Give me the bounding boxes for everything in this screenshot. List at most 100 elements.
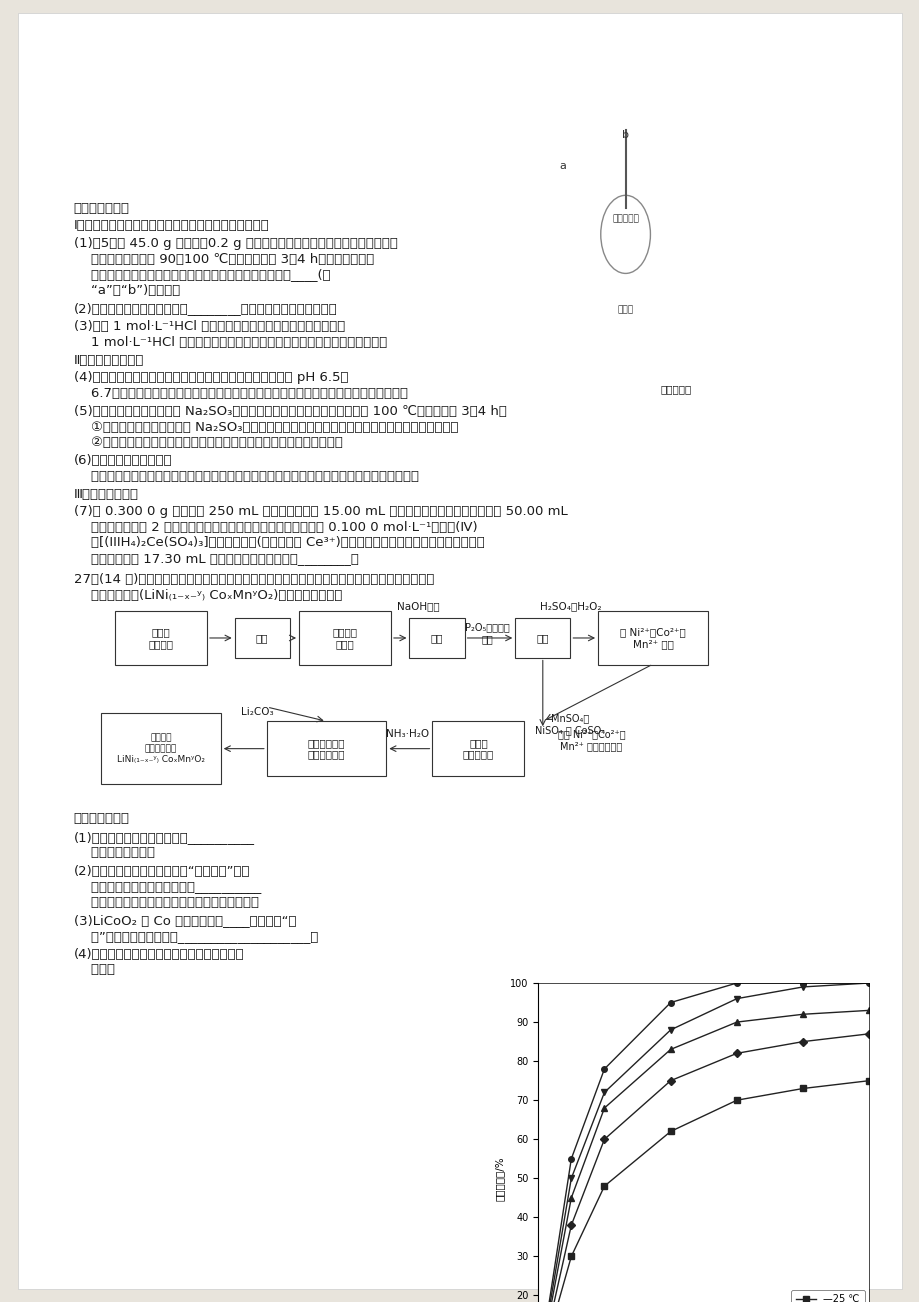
Text: 正极材料
预处理: 正极材料 预处理 (332, 628, 357, 648)
Text: 锔魅锅
三元前驱体: 锔魅锅 三元前驱体 (462, 738, 494, 759)
Text: 回答下列问题：: 回答下列问题： (74, 202, 130, 215)
Text: P₂O₅作范取剂
过滤: P₂O₅作范取剂 过滤 (465, 622, 509, 644)
—85 ℃ (863, 975, 874, 991)
Text: (4)溶液温度和浸游时间对鬨的浸出率影响如图: (4)溶液温度和浸游时间对鬨的浸出率影响如图 (74, 948, 244, 961)
FancyBboxPatch shape (267, 721, 386, 776)
—85 ℃ (731, 975, 742, 991)
Text: 电动搞拌器: 电动搞拌器 (611, 215, 639, 224)
FancyBboxPatch shape (234, 618, 289, 658)
Text: NH₃·H₂O: NH₃·H₂O (386, 729, 428, 740)
Text: 碱浸: 碱浸 (430, 633, 443, 643)
—45 ℃ (863, 1026, 874, 1042)
Text: (7)取 0.300 0 g 样品置于 250 mL 锥形瓶中，加入 15.00 mL 瞆酸，加热溶解后冷却，再加入 50.00 mL: (7)取 0.300 0 g 样品置于 250 mL 锥形瓶中，加入 15.00… (74, 505, 567, 518)
—85 ℃ (664, 995, 675, 1010)
Text: Ⅱ．合成富马酸亚铁: Ⅱ．合成富马酸亚铁 (74, 354, 143, 367)
Text: 钒[(ΙΙΙH₄)₂Ce(SO₄)₃]标准溶液滴定(还原产物为 Ce³⁺)，滴定终点溶液变为浅蓝色。平行测定三: 钒[(ΙΙΙH₄)₂Ce(SO₄)₃]标准溶液滴定(还原产物为 Ce³⁺)，滴定… (74, 536, 483, 549)
Text: Ⅰ．制备富马酸（实验装置如图所示，夹持装置已略去）: Ⅰ．制备富马酸（实验装置如图所示，夹持装置已略去） (74, 219, 269, 232)
Text: 原”反应的离子方程式为____________________。: 原”反应的离子方程式为____________________。 (74, 930, 318, 943)
—75 ℃ (598, 1085, 609, 1100)
Text: H₂SO₄、H₂O₂: H₂SO₄、H₂O₂ (539, 602, 600, 612)
Text: 27．(14 分)锔魅锅锂电池是一种高功率动力电池。采用废旧锂离子电池回收工艺制备锔魅锅锂锂: 27．(14 分)锔魅锅锂电池是一种高功率动力电池。采用废旧锂离子电池回收工艺制… (74, 573, 434, 586)
—55 ℃ (565, 1190, 576, 1206)
Text: 。: 。 (74, 896, 258, 909)
Text: a: a (559, 161, 565, 172)
FancyBboxPatch shape (515, 618, 570, 658)
FancyBboxPatch shape (432, 721, 524, 776)
Text: 在空气中高温
烧结固相合成: 在空气中高温 烧结固相合成 (308, 738, 345, 759)
Text: 新沸过的冷水和 2 滴邻二电费指示液，此时溶液呈红色；立即用 0.100 0 mol·L⁻¹瞆酸钓(Ⅳ): 新沸过的冷水和 2 滴邻二电费指示液，此时溶液呈红色；立即用 0.100 0 m… (74, 521, 477, 534)
Text: (1)将5．将 45.0 g 氯酸錢、0.2 g 五氧化二钒置于三颈烧瓶中，加入适量水，: (1)将5．将 45.0 g 氯酸錢、0.2 g 五氧化二钒置于三颈烧瓶中，加入… (74, 237, 397, 250)
Text: (1)能够提高碱浸效率的方法有__________: (1)能够提高碱浸效率的方法有__________ (74, 831, 255, 844)
Text: ②写出生成富马酸亚铁的离子方程式：　　　　　　　　　　　　　。: ②写出生成富马酸亚铁的离子方程式： 。 (74, 436, 342, 449)
—75 ℃ (797, 979, 808, 995)
Text: 温度计: 温度计 (617, 306, 633, 315)
Text: 固体: 固体 (536, 633, 549, 643)
FancyBboxPatch shape (115, 611, 207, 665)
Text: Li₂CO₃: Li₂CO₃ (241, 707, 274, 717)
Legend: —25 ℃, —45 ℃, —55 ℃, —75 ℃, —85 ℃: —25 ℃, —45 ℃, —55 ℃, —75 ℃, —85 ℃ (790, 1289, 864, 1302)
—45 ℃ (664, 1073, 675, 1088)
Text: 含 Ni²⁺、Co²⁺、
Mn²⁺ 溶液: 含 Ni²⁺、Co²⁺、 Mn²⁺ 溶液 (619, 628, 686, 648)
Text: 电动搅拌器: 电动搅拌器 (660, 384, 691, 395)
—85 ℃ (797, 975, 808, 991)
—85 ℃ (598, 1061, 609, 1077)
—55 ℃ (797, 1006, 808, 1022)
Text: (3)LiCoO₂ 中 Co 元素化合价为____，其参与“还: (3)LiCoO₂ 中 Co 元素化合价为____，其参与“还 (74, 914, 296, 927)
FancyBboxPatch shape (18, 13, 901, 1289)
—55 ℃ (598, 1100, 609, 1116)
Text: (3)再用 1 mol·L⁻¹HCl 溶液重结晶，得到纯富马酸。该操作中用: (3)再用 1 mol·L⁻¹HCl 溶液重结晶，得到纯富马酸。该操作中用 (74, 320, 345, 333)
Text: Ⅲ．产品纯度测定: Ⅲ．产品纯度测定 (74, 488, 139, 501)
—45 ℃ (731, 1046, 742, 1061)
FancyBboxPatch shape (101, 713, 221, 784)
Text: 回答下列问题：: 回答下列问题： (74, 812, 130, 825)
Text: 锔魅锅锂
三元正极材料
LiNi₍₁₋ₓ₋ʸ₎ CoₓMnʸO₂: 锔魅锅锂 三元正极材料 LiNi₍₁₋ₓ₋ʸ₎ CoₓMnʸO₂ (117, 734, 205, 763)
—45 ℃ (565, 1217, 576, 1233)
—45 ℃ (797, 1034, 808, 1049)
Text: (2)冰水冷却使其结晶，并通过________操作可以得到富马酸粗品。: (2)冰水冷却使其结晶，并通过________操作可以得到富马酸粗品。 (74, 302, 337, 315)
—25 ℃ (565, 1249, 576, 1264)
—25 ℃ (598, 1178, 609, 1194)
—85 ℃ (565, 1151, 576, 1167)
Text: 的作用是　　　　　　　　　　　　　　　，冷却液宜从____(填: 的作用是 ，冷却液宜从____(填 (74, 268, 330, 281)
Text: (5)将疆酸亚铁溶液和适量的 Na₂SO₃溶液缓慢加入上述反应液中，维持温度 100 ℃并充分搞拌 3～4 h。: (5)将疆酸亚铁溶液和适量的 Na₂SO₃溶液缓慢加入上述反应液中，维持温度 1… (74, 405, 506, 418)
—55 ℃ (664, 1042, 675, 1057)
Text: 6.7，产生大量气泡。写出该反应的化学方程式：　　　　　　　　　　　　　　　　。: 6.7，产生大量气泡。写出该反应的化学方程式： 。 (74, 387, 407, 400)
Text: (2)废旧锂离子电池拆解前进行“放电处理”有利: (2)废旧锂离子电池拆解前进行“放电处理”有利 (74, 865, 250, 878)
Text: 滴加棹醇并加热至 90～100 ℃，维持此温度 3～4 h。实验中冷凝管: 滴加棹醇并加热至 90～100 ℃，维持此温度 3～4 h。实验中冷凝管 (74, 253, 373, 266)
—55 ℃ (731, 1014, 742, 1030)
Text: (6)过滤、干燥得到产品。: (6)过滤、干燥得到产品。 (74, 454, 172, 467)
Y-axis label: 鱈的浸出率/%: 鱈的浸出率/% (494, 1156, 504, 1200)
Text: “a”或“b”)处进入。: “a”或“b”)处进入。 (74, 284, 179, 297)
—25 ℃ (664, 1124, 675, 1139)
Text: 调整 Ni²⁺、Co²⁺、
Mn²⁺ 物质的量之比: 调整 Ni²⁺、Co²⁺、 Mn²⁺ 物质的量之比 (557, 729, 625, 751)
Text: (4)取富马酸溶于适量水中，加入碳酸錢并加热、搞拌，调节 pH 6.5～: (4)取富马酸溶于适量水中，加入碳酸錢并加热、搞拌，调节 pH 6.5～ (74, 371, 347, 384)
Text: NaOH溶液: NaOH溶液 (397, 602, 439, 612)
Text: MnSO₄、
NiSO₄ 或 CoSO₄: MnSO₄、 NiSO₄ 或 CoSO₄ (535, 713, 605, 736)
Line: —25 ℃: —25 ℃ (535, 1078, 871, 1302)
Text: （至少写两种）。: （至少写两种）。 (74, 846, 154, 859)
—25 ℃ (863, 1073, 874, 1088)
Text: b: b (621, 130, 629, 141)
—55 ℃ (863, 1003, 874, 1018)
FancyBboxPatch shape (409, 618, 464, 658)
Line: —85 ℃: —85 ℃ (535, 980, 871, 1302)
Text: 于锂在正极的回收，其原因是__________: 于锂在正极的回收，其原因是__________ (74, 880, 261, 893)
FancyBboxPatch shape (597, 611, 708, 665)
—75 ℃ (863, 975, 874, 991)
FancyBboxPatch shape (299, 611, 391, 665)
Text: 次，平均消耗 17.30 mL 标准液，则样品的纯度为________。: 次，平均消耗 17.30 mL 标准液，则样品的纯度为________。 (74, 552, 358, 565)
Text: 过滤时滤纸要紧贴漏斗内壁，原因是　　　　　　　　　　　　　　　　　　　　　　　　。: 过滤时滤纸要紧贴漏斗内壁，原因是 。 (74, 470, 418, 483)
—25 ℃ (731, 1092, 742, 1108)
—75 ℃ (664, 1022, 675, 1038)
—75 ℃ (731, 991, 742, 1006)
—25 ℃ (797, 1081, 808, 1096)
Line: —45 ℃: —45 ℃ (535, 1031, 871, 1302)
Text: 三元正极材料(LiNi₍₁₋ₓ₋ʸ₎ CoₓMnʸO₂)的工艺流程如下：: 三元正极材料(LiNi₍₁₋ₓ₋ʸ₎ CoₓMnʸO₂)的工艺流程如下： (74, 589, 342, 602)
Text: ①该操作过程中加入适量的 Na₂SO₃溶液，其目的是　　　　　　　　　　　　　　　　　　　。: ①该操作过程中加入适量的 Na₂SO₃溶液，其目的是 。 (74, 421, 458, 434)
Text: 所示：: 所示： (74, 963, 115, 976)
Line: —55 ℃: —55 ℃ (535, 1008, 871, 1302)
Line: —75 ℃: —75 ℃ (535, 980, 871, 1302)
Text: 拆解: 拆解 (255, 633, 268, 643)
—45 ℃ (598, 1131, 609, 1147)
Text: 1 mol·L⁻¹HCl 溶液的原因是　　　　　　　　　　　　　　　　　　　。: 1 mol·L⁻¹HCl 溶液的原因是 。 (74, 336, 386, 349)
